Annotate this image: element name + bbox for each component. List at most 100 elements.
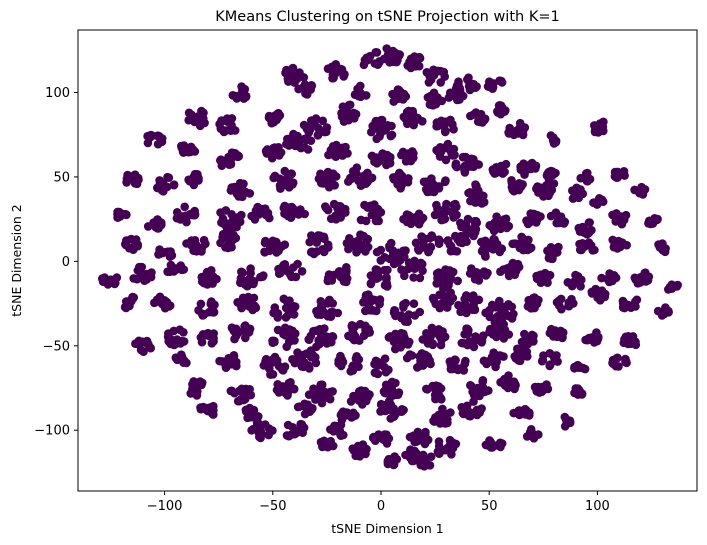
scatter-point bbox=[428, 293, 438, 303]
scatter-point bbox=[518, 130, 528, 140]
scatter-point bbox=[361, 325, 370, 335]
scatter-point bbox=[367, 210, 377, 220]
scatter-point bbox=[389, 249, 398, 258]
scatter-point bbox=[410, 256, 419, 266]
scatter-point bbox=[311, 389, 320, 399]
scatter-point bbox=[319, 232, 329, 242]
scatter-point bbox=[571, 270, 580, 280]
scatter-point bbox=[463, 227, 472, 236]
plot-frame bbox=[77, 29, 698, 492]
scatter-point bbox=[462, 291, 471, 300]
scatter-point bbox=[520, 123, 530, 132]
scatter-point bbox=[241, 384, 251, 394]
scatter-point bbox=[633, 275, 643, 284]
scatter-point bbox=[415, 273, 425, 283]
scatter-point bbox=[531, 213, 541, 223]
scatter-point bbox=[350, 362, 360, 372]
scatter-point bbox=[229, 325, 238, 335]
scatter-point bbox=[549, 353, 559, 362]
scatter-point bbox=[316, 169, 325, 179]
scatter-point bbox=[527, 428, 536, 438]
x-tick-label: 0 bbox=[377, 499, 385, 514]
scatter-point bbox=[544, 167, 554, 177]
scatter-point bbox=[248, 411, 257, 420]
x-tick-label: 50 bbox=[481, 499, 498, 514]
scatter-point bbox=[153, 131, 163, 140]
scatter-point bbox=[349, 329, 358, 338]
scatter-point bbox=[229, 234, 239, 244]
scatter-point bbox=[485, 436, 494, 445]
scatter-point bbox=[563, 278, 573, 287]
scatter-point bbox=[232, 361, 241, 371]
scatter-point bbox=[469, 397, 478, 406]
scatter-point bbox=[474, 186, 483, 195]
scatter-point bbox=[282, 296, 291, 306]
scatter-point bbox=[383, 265, 392, 275]
scatter-point bbox=[573, 390, 583, 399]
scatter-point bbox=[422, 434, 432, 444]
scatter-point bbox=[442, 444, 452, 454]
scatter-point bbox=[466, 111, 475, 121]
scatter-point bbox=[208, 409, 217, 418]
scatter-point bbox=[405, 450, 415, 460]
scatter-point bbox=[389, 97, 399, 106]
scatter-point bbox=[659, 307, 668, 316]
scatter-point bbox=[501, 159, 511, 169]
x-tick-label: −50 bbox=[259, 499, 286, 514]
scatter-point bbox=[195, 377, 205, 386]
scatter-point bbox=[464, 155, 473, 164]
scatter-point bbox=[334, 356, 344, 365]
scatter-point bbox=[229, 215, 238, 224]
scatter-point bbox=[248, 305, 257, 315]
scatter-point bbox=[480, 239, 490, 248]
scatter-point bbox=[532, 184, 541, 194]
scatter-point bbox=[470, 305, 480, 315]
scatter-point bbox=[499, 320, 509, 329]
scatter-point bbox=[273, 325, 283, 335]
scatter-point bbox=[350, 322, 360, 332]
scatter-point bbox=[403, 264, 413, 274]
scatter-point bbox=[188, 176, 197, 186]
scatter-point bbox=[354, 91, 364, 101]
scatter-point bbox=[408, 147, 417, 156]
scatter-point bbox=[408, 153, 417, 162]
scatter-point bbox=[418, 335, 428, 344]
scatter-point bbox=[235, 396, 244, 406]
scatter-point bbox=[442, 199, 451, 209]
scatter-point bbox=[289, 263, 298, 272]
scatter-point bbox=[545, 361, 554, 371]
scatter-point bbox=[288, 423, 298, 432]
scatter-point bbox=[237, 179, 247, 189]
scatter-point bbox=[425, 461, 435, 470]
scatter-point bbox=[507, 176, 516, 185]
scatter-point bbox=[398, 340, 407, 349]
scatter-point bbox=[399, 329, 408, 339]
scatter-point bbox=[146, 343, 155, 353]
scatter-point bbox=[268, 336, 277, 346]
scatter-point bbox=[439, 292, 449, 301]
y-tick-label: 100 bbox=[45, 86, 70, 101]
scatter-point bbox=[428, 232, 437, 242]
scatter-point bbox=[282, 328, 292, 338]
scatter-point bbox=[540, 186, 549, 195]
scatter-point bbox=[389, 175, 399, 184]
scatter-point bbox=[441, 265, 450, 274]
scatter-point bbox=[460, 359, 470, 369]
scatter-point bbox=[341, 111, 351, 120]
scatter-point bbox=[121, 240, 131, 250]
scatter-point bbox=[409, 299, 419, 309]
scatter-point bbox=[652, 215, 662, 225]
scatter-point bbox=[386, 152, 395, 162]
scatter-point bbox=[203, 328, 213, 338]
scatter-point bbox=[397, 405, 407, 414]
scatter-point bbox=[577, 239, 587, 248]
scatter-point bbox=[503, 380, 512, 390]
scatter-point bbox=[435, 331, 445, 340]
scatter-point bbox=[297, 267, 307, 276]
scatter-point bbox=[208, 272, 218, 281]
scatter-point bbox=[337, 409, 347, 418]
scatter-point bbox=[373, 204, 383, 214]
scatter-point bbox=[434, 239, 444, 248]
scatter-point bbox=[423, 385, 432, 394]
scatter-point bbox=[142, 336, 152, 346]
